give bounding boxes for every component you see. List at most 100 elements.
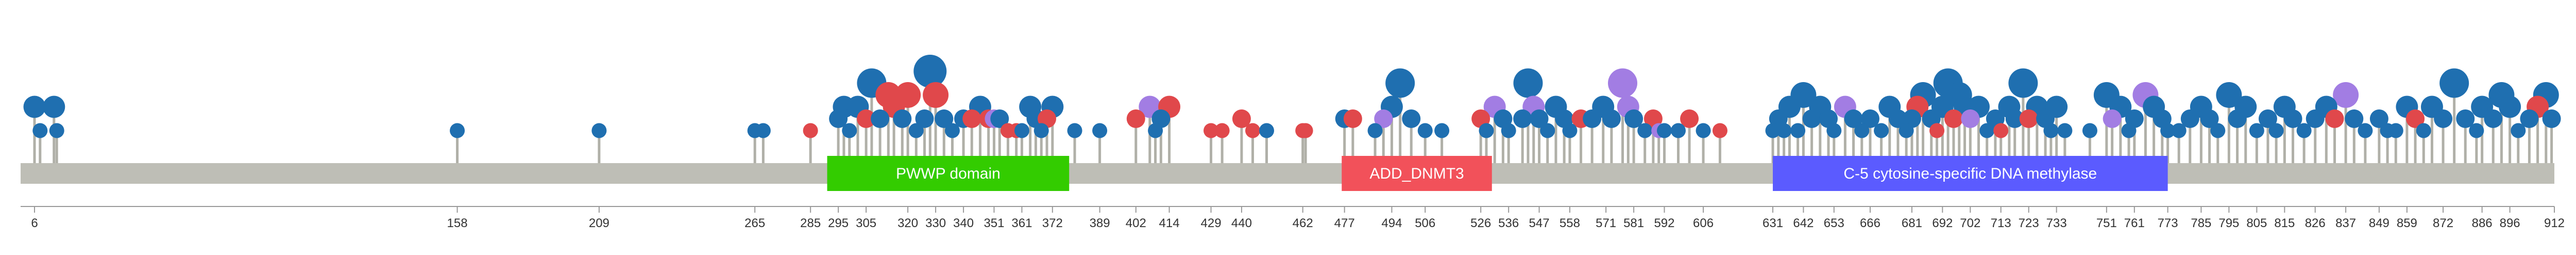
mutation-lollipop-head[interactable] <box>49 123 64 138</box>
mutation-lollipop-head[interactable] <box>803 123 818 138</box>
mutation-lollipop-head[interactable] <box>908 123 924 138</box>
mutation-lollipop-head[interactable] <box>962 109 981 128</box>
mutation-lollipop-head[interactable] <box>2439 68 2469 98</box>
mutation-lollipop-head[interactable] <box>857 109 876 128</box>
mutation-lollipop-head[interactable] <box>2345 109 2364 128</box>
mutation-lollipop-head[interactable] <box>1259 123 1275 138</box>
mutation-lollipop-head[interactable] <box>1637 123 1653 138</box>
mutation-lollipop-head[interactable] <box>591 123 607 138</box>
mutation-lollipop-head[interactable] <box>2333 82 2359 108</box>
mutation-lollipop-head[interactable] <box>2258 109 2277 128</box>
mutation-lollipop-head[interactable] <box>2542 109 2561 128</box>
mutation-lollipop-head[interactable] <box>2406 109 2425 128</box>
mutation-lollipop-head[interactable] <box>923 82 949 108</box>
mutation-lollipop-head[interactable] <box>1712 123 1727 138</box>
mutation-lollipop-head[interactable] <box>1844 109 1863 128</box>
domain-box[interactable] <box>827 156 1070 191</box>
mutation-lollipop-head[interactable] <box>1874 123 1889 138</box>
mutation-lollipop-head[interactable] <box>1434 123 1450 138</box>
domain-box[interactable] <box>1342 156 1492 191</box>
mutation-lollipop-head[interactable] <box>2200 109 2219 128</box>
mutation-lollipop-head[interactable] <box>2103 109 2122 128</box>
mutation-lollipop-head[interactable] <box>1944 109 1963 128</box>
mutation-lollipop-head[interactable] <box>1608 68 1638 98</box>
mutation-lollipop-head[interactable] <box>1148 123 1163 138</box>
mutation-lollipop-head[interactable] <box>1092 123 1108 138</box>
mutation-lollipop-head[interactable] <box>1624 109 1643 128</box>
mutation-lollipop-head[interactable] <box>2456 109 2475 128</box>
mutation-lollipop-head[interactable] <box>2005 109 2024 128</box>
mutation-lollipop-head[interactable] <box>1776 123 1792 138</box>
mutation-lollipop-head[interactable] <box>2484 109 2503 128</box>
mutation-lollipop-head[interactable] <box>2180 109 2199 128</box>
mutation-lollipop-head[interactable] <box>2249 123 2264 138</box>
mutation-lollipop-head[interactable] <box>1979 123 1995 138</box>
mutation-lollipop-head[interactable] <box>1899 123 1914 138</box>
mutation-lollipop-head[interactable] <box>23 95 46 118</box>
mutation-lollipop-head[interactable] <box>2228 109 2247 128</box>
mutation-lollipop-head[interactable] <box>1888 109 1907 128</box>
mutation-lollipop-head[interactable] <box>1860 109 1879 128</box>
mutation-lollipop-head[interactable] <box>1802 109 1821 128</box>
mutation-lollipop-head[interactable] <box>2121 123 2137 138</box>
mutation-lollipop-head[interactable] <box>2283 109 2302 128</box>
mutation-lollipop-head[interactable] <box>1961 109 1980 128</box>
mutation-lollipop-head[interactable] <box>1014 123 1029 138</box>
mutation-lollipop-head[interactable] <box>2434 109 2453 128</box>
mutation-lollipop-head[interactable] <box>1790 123 1806 138</box>
mutation-lollipop-head[interactable] <box>1501 123 1516 138</box>
mutation-lollipop-head[interactable] <box>2082 123 2097 138</box>
mutation-lollipop-head[interactable] <box>2171 123 2187 138</box>
mutation-lollipop-head[interactable] <box>1479 123 1494 138</box>
mutation-lollipop-head[interactable] <box>2296 123 2312 138</box>
mutation-lollipop-head[interactable] <box>755 123 771 138</box>
mutation-lollipop-head[interactable] <box>1126 109 1145 128</box>
mutation-lollipop-head[interactable] <box>1367 123 1383 138</box>
mutation-lollipop-head[interactable] <box>1374 109 1393 128</box>
mutation-lollipop-head[interactable] <box>1993 123 2009 138</box>
mutation-lollipop-head[interactable] <box>1656 123 1672 138</box>
mutation-lollipop-head[interactable] <box>1513 68 1543 98</box>
mutation-lollipop-head[interactable] <box>2057 123 2073 138</box>
mutation-lollipop-head[interactable] <box>1530 109 1549 128</box>
mutation-lollipop-head[interactable] <box>1562 123 1578 138</box>
mutation-lollipop-head[interactable] <box>829 109 848 128</box>
mutation-lollipop-head[interactable] <box>1929 123 1945 138</box>
mutation-lollipop-head[interactable] <box>1214 123 1230 138</box>
mutation-lollipop-head[interactable] <box>1245 123 1261 138</box>
mutation-lollipop-head[interactable] <box>32 123 48 138</box>
mutation-lollipop-head[interactable] <box>990 109 1009 128</box>
mutation-lollipop-head[interactable] <box>935 109 954 128</box>
mutation-lollipop-head[interactable] <box>450 123 465 138</box>
mutation-lollipop-head[interactable] <box>1232 109 1251 128</box>
mutation-lollipop-head[interactable] <box>2499 95 2521 118</box>
mutation-lollipop-head[interactable] <box>43 95 65 118</box>
mutation-lollipop-head[interactable] <box>1204 123 1219 138</box>
mutation-lollipop-head[interactable] <box>1680 109 1699 128</box>
mutation-lollipop-head[interactable] <box>1417 123 1433 138</box>
mutation-lollipop-head[interactable] <box>1298 123 1313 138</box>
mutation-lollipop-head[interactable] <box>893 109 912 128</box>
mutation-lollipop-head[interactable] <box>1765 123 1781 138</box>
mutation-lollipop-head[interactable] <box>842 123 857 138</box>
mutation-lollipop-head[interactable] <box>1854 123 1870 138</box>
mutation-lollipop-head[interactable] <box>2469 123 2484 138</box>
mutation-lollipop-head[interactable] <box>913 55 947 88</box>
mutation-lollipop-head[interactable] <box>2216 82 2242 108</box>
mutation-lollipop-head[interactable] <box>2210 123 2226 138</box>
mutation-lollipop-head[interactable] <box>1343 109 1362 128</box>
mutation-lollipop-head[interactable] <box>2511 123 2526 138</box>
mutation-lollipop-head[interactable] <box>1513 109 1532 128</box>
mutation-lollipop-head[interactable] <box>915 109 934 128</box>
mutation-lollipop-head[interactable] <box>2325 109 2344 128</box>
mutation-lollipop-head[interactable] <box>2358 123 2373 138</box>
mutation-lollipop-head[interactable] <box>1402 109 1421 128</box>
domain-box[interactable] <box>1773 156 2168 191</box>
mutation-lollipop-head[interactable] <box>1033 123 1049 138</box>
mutation-lollipop-head[interactable] <box>2043 123 2059 138</box>
mutation-lollipop-head[interactable] <box>1583 109 1602 128</box>
mutation-lollipop-head[interactable] <box>2369 109 2388 128</box>
mutation-lollipop-head[interactable] <box>1696 123 1711 138</box>
mutation-lollipop-head[interactable] <box>2268 123 2284 138</box>
mutation-lollipop-head[interactable] <box>1826 123 1842 138</box>
